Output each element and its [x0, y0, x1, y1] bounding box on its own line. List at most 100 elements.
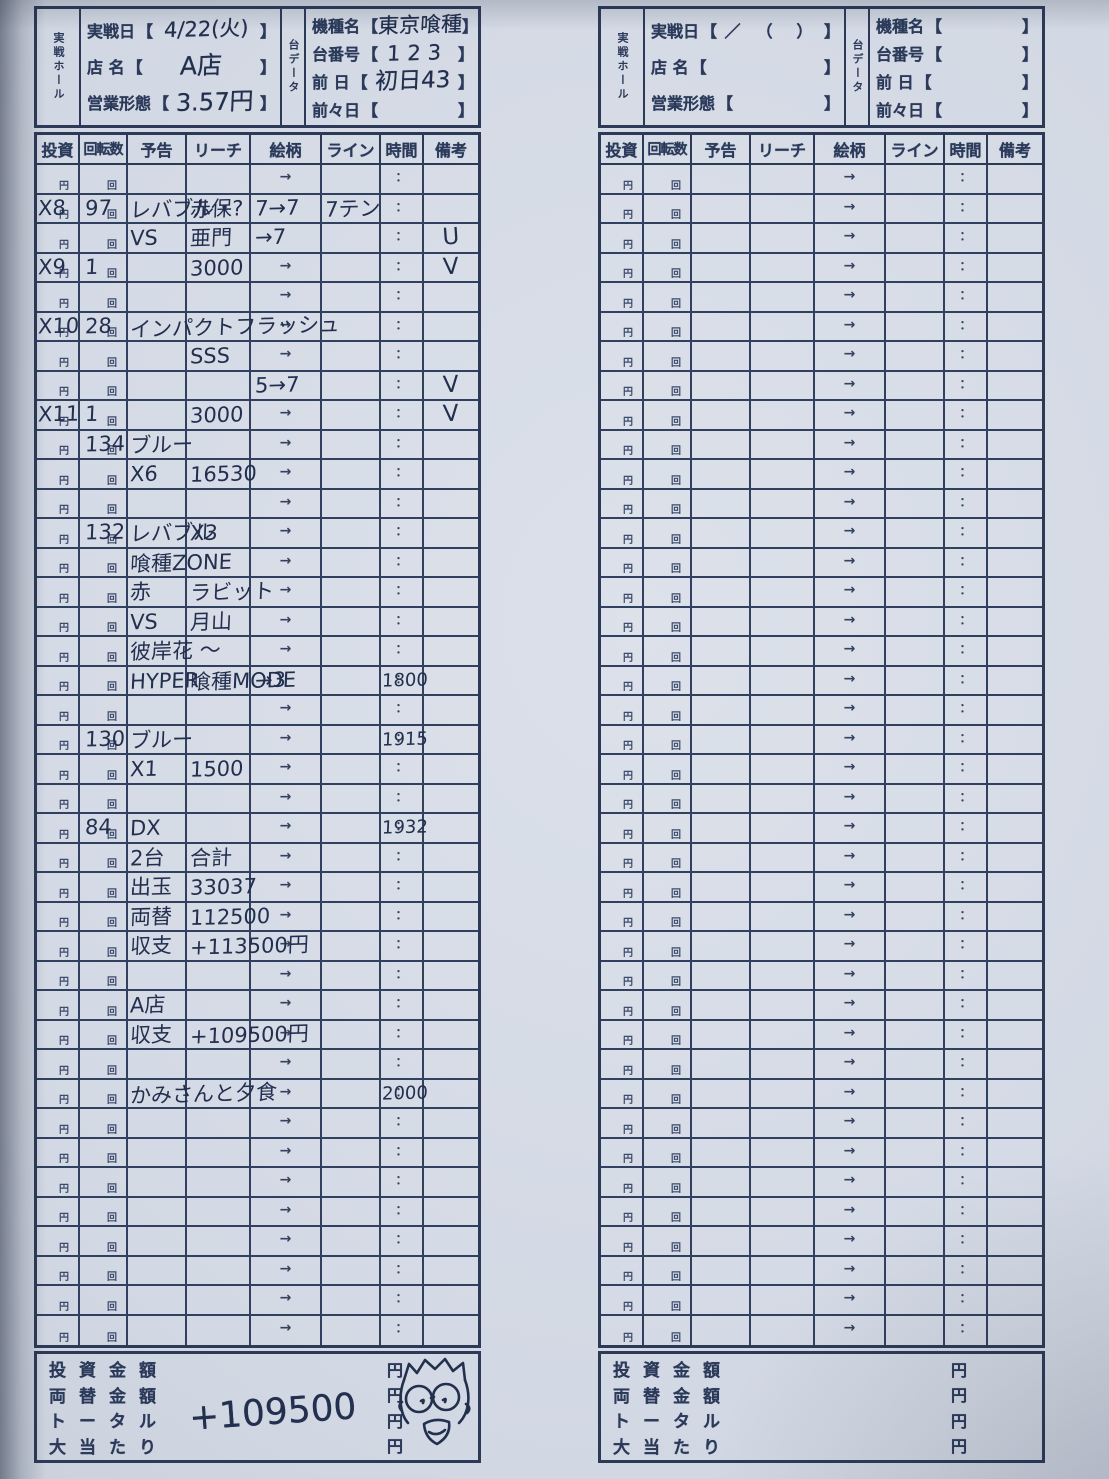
- kai-mark: 回: [107, 1065, 117, 1077]
- cell-note: [988, 549, 1042, 577]
- cell-reach: [751, 1138, 815, 1166]
- cell-line: [886, 312, 945, 340]
- cell-reach: [751, 666, 815, 694]
- cell-yokoku: [692, 873, 751, 901]
- arrow-mark: →: [843, 1142, 856, 1159]
- arrow-mark: →: [279, 287, 292, 303]
- cell-reach: 1500: [187, 755, 251, 783]
- cell-line: [886, 1256, 945, 1284]
- colon-mark: ：: [959, 907, 972, 922]
- cell-pattern: →: [251, 312, 322, 340]
- kai-mark: 回: [107, 387, 117, 398]
- cell-spins: 回: [644, 961, 692, 989]
- handwritten-spins: 130: [84, 725, 126, 752]
- cell-spins: 回: [644, 489, 692, 517]
- kai-mark: 回: [107, 1301, 117, 1313]
- cell-note: [424, 1050, 478, 1078]
- cell-note: [424, 165, 478, 193]
- totals-row-total: トータル 円: [613, 1407, 1042, 1433]
- colon-mark: ：: [395, 229, 408, 243]
- colon-mark: ：: [395, 406, 408, 420]
- cell-time: ：: [945, 283, 988, 311]
- handwritten-spins: 1: [84, 401, 99, 427]
- cell-time: ：: [381, 991, 424, 1019]
- cell-pattern: →: [251, 961, 322, 989]
- yen-mark: 円: [623, 888, 633, 900]
- cell-reach: [187, 784, 251, 812]
- cell-note: [988, 637, 1042, 665]
- cell-spins: 回: [644, 283, 692, 311]
- cell-spins: 回: [644, 666, 692, 694]
- arrow-mark: →: [279, 847, 292, 864]
- field-shop: 店 名【 】: [651, 58, 840, 77]
- machine-data-vertical-label: 台データ: [844, 9, 870, 125]
- cell-note: V: [424, 253, 478, 282]
- colon-mark: ：: [395, 465, 408, 479]
- cell-yokoku: [128, 1138, 187, 1166]
- cell-invest: 円: [601, 725, 644, 753]
- arrow-mark: →: [843, 1113, 856, 1129]
- arrow-mark: →: [279, 641, 292, 657]
- totals-row-invest: 投資金額 円: [613, 1356, 1042, 1382]
- cell-yokoku: [692, 1315, 751, 1345]
- cell-line: [886, 283, 945, 311]
- yen-mark: 円: [59, 416, 69, 428]
- cell-line: [886, 1109, 945, 1137]
- cell-note: [988, 726, 1042, 754]
- cell-pattern: →: [251, 843, 322, 871]
- cell-time: ：: [945, 1227, 988, 1255]
- cell-spins: 回: [80, 784, 128, 812]
- cell-note: [988, 903, 1042, 931]
- colon-mark: ：: [395, 937, 408, 951]
- totals-row-jackpot: 大当たり 円: [49, 1433, 478, 1459]
- cell-time: ：: [945, 578, 988, 606]
- cell-pattern: →: [251, 784, 322, 812]
- cell-yokoku: [692, 843, 751, 871]
- cell-line: [886, 607, 945, 635]
- cell-line: [886, 873, 945, 901]
- yen-mark: 円: [623, 623, 633, 634]
- cell-reach: 3000: [187, 253, 251, 281]
- cell-time: ：: [381, 1256, 424, 1284]
- arrow-mark: →: [279, 1054, 292, 1070]
- field-biz-type: 営業形態【 】: [651, 94, 840, 113]
- kai-mark: 回: [107, 593, 117, 605]
- cell-reach: [751, 578, 815, 606]
- cell-yokoku: [692, 519, 751, 547]
- cell-line: [322, 165, 381, 193]
- col-line: ライン: [886, 135, 945, 163]
- cell-spins: 回: [644, 1227, 692, 1255]
- cell-time: ：: [381, 430, 424, 458]
- arrow-mark: →: [279, 611, 292, 628]
- cell-pattern: →: [251, 902, 322, 930]
- colon-mark: ：: [959, 288, 972, 302]
- cell-invest: 円: [601, 1227, 644, 1255]
- cell-yokoku: [692, 1050, 751, 1078]
- yen-mark: 円: [623, 357, 633, 369]
- yen-mark: 円: [623, 770, 633, 782]
- cell-line: [886, 430, 945, 458]
- cell-spins: 回: [644, 902, 692, 930]
- cell-line: [322, 253, 381, 281]
- cell-yokoku: [692, 1020, 751, 1048]
- yen-mark: 円: [623, 918, 633, 929]
- table-row: 円 回 → ：: [601, 1138, 1042, 1168]
- kai-mark: 回: [671, 446, 681, 457]
- arrow-mark: →: [843, 1319, 856, 1336]
- cell-invest: 円 X8: [37, 194, 80, 222]
- cell-reach: [751, 460, 815, 488]
- table-row: 円 回 → ：: [601, 283, 1042, 313]
- cell-reach: [751, 489, 815, 517]
- kai-mark: 回: [671, 298, 681, 310]
- kai-mark: 回: [671, 475, 681, 487]
- cell-note: [424, 1198, 478, 1226]
- cell-spins: 回: [644, 991, 692, 1019]
- cell-pattern: →: [251, 991, 322, 1019]
- cell-invest: 円 X11: [37, 401, 80, 429]
- yen-mark: 円: [623, 1333, 633, 1344]
- yen-mark: 円: [59, 239, 69, 251]
- arrow-mark: →: [843, 995, 856, 1011]
- cell-spins: 回: [80, 961, 128, 989]
- cell-line: 7テン: [322, 194, 381, 222]
- field-machine-no: 台番号【 123 】: [312, 39, 474, 66]
